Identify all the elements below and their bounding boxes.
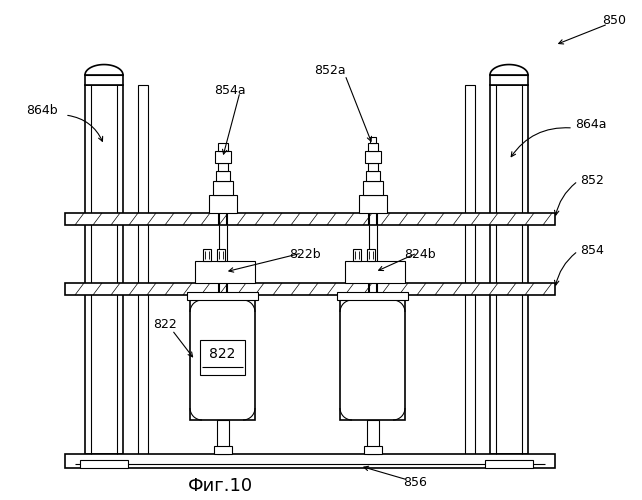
Bar (353, 249, 361, 261)
Polygon shape (490, 64, 528, 75)
Bar (358, 195, 386, 213)
Bar (365, 151, 381, 163)
Bar (187, 292, 258, 300)
Text: 854a: 854a (214, 84, 246, 96)
Bar (218, 143, 227, 151)
Polygon shape (85, 64, 123, 75)
Bar (367, 420, 379, 454)
Bar (213, 181, 232, 195)
Text: 824b: 824b (404, 248, 436, 262)
Text: 822: 822 (153, 318, 177, 332)
Bar (367, 143, 377, 151)
Text: 852: 852 (580, 174, 604, 186)
Text: 854: 854 (580, 244, 604, 256)
Bar (370, 137, 376, 143)
Bar (209, 195, 236, 213)
Text: 852a: 852a (314, 64, 346, 76)
Bar (465, 85, 475, 454)
Text: 864b: 864b (26, 104, 58, 117)
Bar (203, 249, 211, 261)
Bar (85, 75, 123, 85)
Bar (214, 151, 230, 163)
Bar (65, 283, 555, 295)
Bar (218, 163, 227, 171)
Bar (65, 213, 555, 225)
Bar (365, 171, 379, 181)
Bar (216, 171, 229, 181)
Bar (340, 300, 405, 420)
Bar (214, 446, 232, 454)
Text: 822: 822 (209, 348, 236, 362)
Bar (190, 300, 255, 420)
Bar (337, 292, 408, 300)
Bar (80, 460, 128, 468)
Bar (195, 261, 255, 283)
Text: Фиг.10: Фиг.10 (187, 477, 252, 495)
Bar (217, 249, 225, 261)
Text: 856: 856 (403, 476, 427, 488)
Bar (138, 85, 148, 454)
Bar (363, 446, 381, 454)
Bar (363, 181, 383, 195)
Bar (345, 261, 405, 283)
Bar (485, 460, 533, 468)
Bar (367, 163, 377, 171)
Bar (490, 75, 528, 85)
Bar (216, 420, 229, 454)
Bar (65, 454, 555, 468)
Bar (367, 249, 375, 261)
Bar (490, 85, 528, 454)
Text: 822b: 822b (289, 248, 321, 262)
Bar (85, 85, 123, 454)
Text: 850: 850 (602, 14, 626, 26)
Bar (200, 340, 245, 375)
Text: 864a: 864a (575, 118, 607, 132)
